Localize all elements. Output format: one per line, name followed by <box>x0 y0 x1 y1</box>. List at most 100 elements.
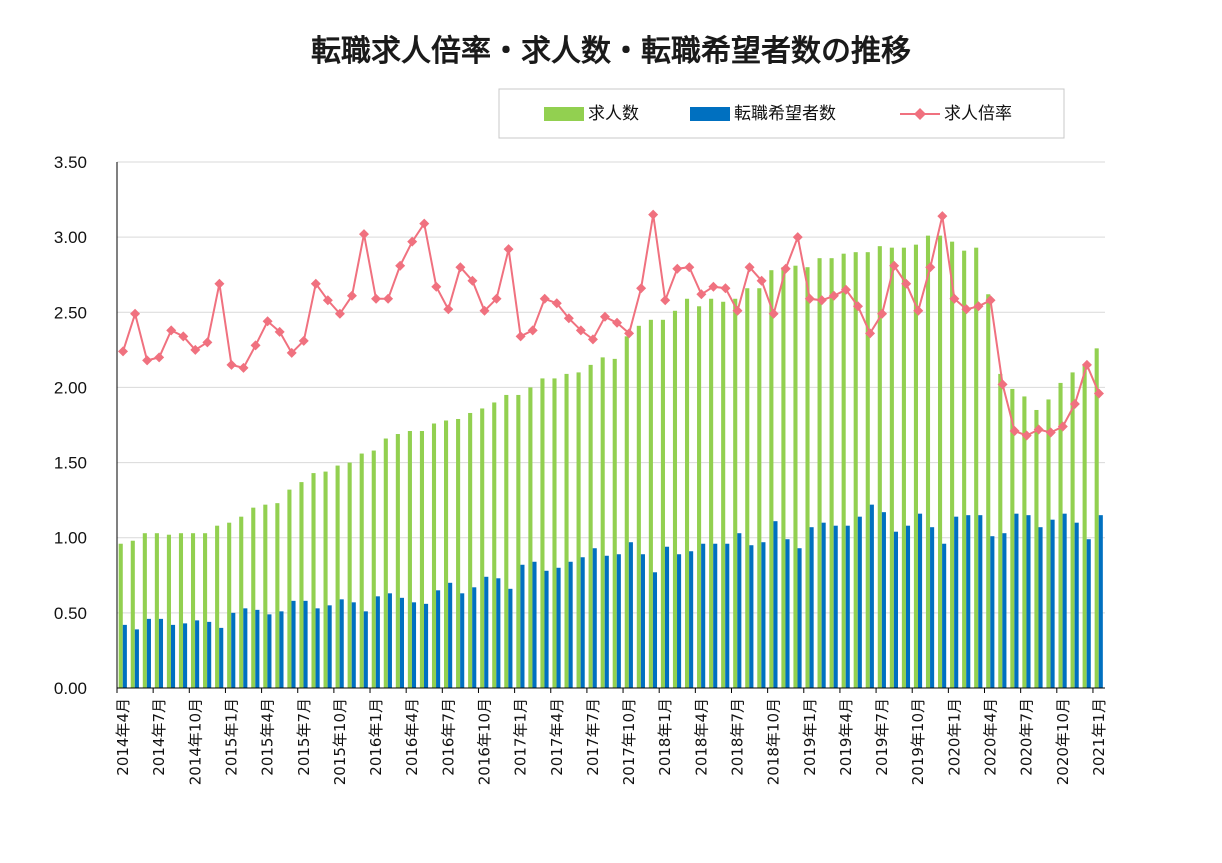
ratio-point <box>660 295 671 306</box>
bar-jobs <box>974 247 979 689</box>
ratio-point <box>238 362 249 373</box>
bar-seekers <box>424 603 429 688</box>
bar-jobs <box>239 516 244 688</box>
x-tick-label: 2018年7月 <box>729 698 747 776</box>
ratio-point <box>816 295 827 306</box>
bar-seekers <box>954 516 959 688</box>
bar-jobs <box>492 402 497 688</box>
ratio-point <box>551 298 562 309</box>
bar-seekers <box>845 525 850 688</box>
x-tick-label: 2017年10月 <box>620 698 638 785</box>
x-tick-label: 2014年10月 <box>186 698 204 785</box>
ratio-point <box>334 308 345 319</box>
legend-box <box>498 88 1065 139</box>
bar-jobs <box>576 372 581 688</box>
y-tick-label: 1.00 <box>54 529 87 548</box>
bar-seekers <box>146 618 151 688</box>
bar-jobs <box>190 533 196 688</box>
bar-seekers <box>387 593 392 688</box>
ratio-point <box>949 293 960 304</box>
bar-seekers <box>761 542 766 688</box>
bar-jobs <box>154 533 159 688</box>
ratio-point <box>599 311 610 322</box>
bar-jobs <box>516 394 521 688</box>
bar-jobs <box>371 450 376 688</box>
bar-jobs <box>528 387 533 688</box>
bar-jobs <box>925 235 931 688</box>
legend-swatch-seekers <box>690 107 730 121</box>
ratio-point <box>346 290 357 301</box>
bar-jobs <box>1094 348 1099 688</box>
ratio-point <box>214 278 225 289</box>
y-tick-label: 0.00 <box>54 679 87 698</box>
bar-seekers <box>773 521 778 688</box>
bar-jobs <box>1022 396 1027 688</box>
x-tick-label: 2015年7月 <box>295 698 313 776</box>
ratio-point <box>708 281 719 292</box>
bar-seekers <box>785 539 790 688</box>
bar-jobs <box>203 533 208 688</box>
bar-jobs <box>407 431 412 688</box>
bar-jobs <box>660 319 665 688</box>
x-tick-label: 2016年1月 <box>367 698 385 776</box>
bar-jobs <box>709 298 714 688</box>
ratio-point <box>190 344 201 355</box>
ratio-point <box>973 301 984 312</box>
ratio-point <box>853 301 863 312</box>
x-tick-label: 2018年1月 <box>656 698 674 776</box>
x-tick-label: 2017年4月 <box>548 698 566 776</box>
ratio-point <box>997 379 1008 390</box>
ratio-point <box>166 325 177 336</box>
ratio-point <box>865 328 876 339</box>
bar-seekers <box>134 629 139 688</box>
ratio-point <box>1081 359 1092 370</box>
bar-seekers <box>303 600 308 688</box>
legend-label-seekers: 転職希望者数 <box>734 104 836 124</box>
bars <box>118 235 1103 689</box>
x-tick-label: 2018年10月 <box>765 698 783 785</box>
x-tick-label: 2017年1月 <box>512 698 530 776</box>
ratio-point <box>937 211 948 222</box>
y-tick-label: 2.50 <box>54 303 87 322</box>
bar-jobs <box>552 378 557 688</box>
bar-jobs <box>444 420 449 688</box>
ratio-point <box>310 278 321 289</box>
bar-seekers <box>351 602 356 688</box>
bar-seekers <box>713 543 718 688</box>
bar-seekers <box>701 543 706 688</box>
x-tick-label: 2020年1月 <box>945 698 963 776</box>
ratio-point <box>431 281 442 292</box>
ratio-point <box>840 284 851 295</box>
bar-jobs <box>853 252 858 688</box>
bar-jobs <box>468 412 473 688</box>
bar-seekers <box>1074 522 1079 688</box>
bar-seekers <box>640 554 645 688</box>
bar-jobs <box>456 418 461 688</box>
ratio-point <box>142 355 153 366</box>
bar-jobs <box>1058 382 1063 688</box>
ratio-point <box>925 262 936 273</box>
x-tick-label: 2018年4月 <box>692 698 710 776</box>
bar-seekers <box>520 564 525 688</box>
y-tick-label: 2.00 <box>54 378 87 397</box>
bar-seekers <box>170 624 176 688</box>
ratio-point <box>672 263 683 274</box>
legend: 求人数 転職希望者数 求人倍率 <box>498 88 1065 139</box>
y-axis-ticks: 0.00 0.50 1.00 1.50 2.00 2.50 3.00 3.50 <box>54 153 87 698</box>
ratio-point <box>298 335 309 346</box>
axes <box>116 162 1105 693</box>
bar-jobs <box>1082 364 1087 688</box>
x-tick-label: 2019年1月 <box>801 698 819 776</box>
bar-seekers <box>279 611 284 688</box>
ratio-point <box>262 316 273 327</box>
bar-jobs <box>263 504 268 688</box>
bar-seekers <box>942 543 947 688</box>
ratio-point <box>780 263 791 274</box>
ratio-point <box>877 308 888 319</box>
bar-jobs <box>564 373 569 688</box>
bar-jobs <box>299 482 304 688</box>
bar-seekers <box>399 597 405 688</box>
ratio-point <box>503 244 514 255</box>
bar-jobs <box>672 310 678 688</box>
